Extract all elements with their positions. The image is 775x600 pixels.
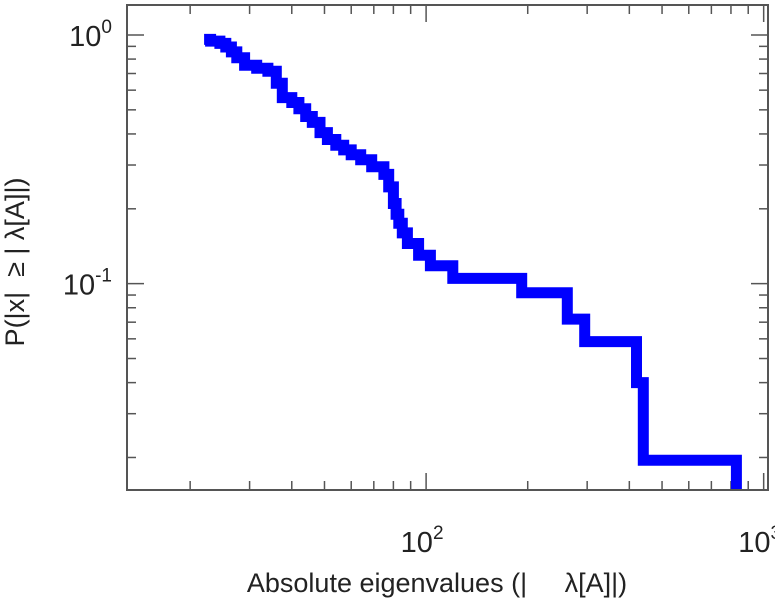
y-tick-label-1: 10-1: [63, 266, 112, 302]
y-axis-title: P(|x| ≥ | λ[A]|): [0, 178, 30, 347]
plot-frame: [126, 4, 769, 491]
x-tick-label-0: 102: [401, 523, 444, 559]
series-line-0: [204, 33, 742, 490]
tick-labels: 102 103 100 10-1: [63, 17, 775, 559]
y-tick-label-0: 100: [69, 17, 112, 53]
series-layer: [204, 33, 742, 490]
x-tick-label-1: 103: [738, 523, 775, 559]
x-axis-title: Absolute eigenvalues (| λ[A]|): [247, 568, 627, 598]
minor-ticks: [127, 5, 768, 490]
